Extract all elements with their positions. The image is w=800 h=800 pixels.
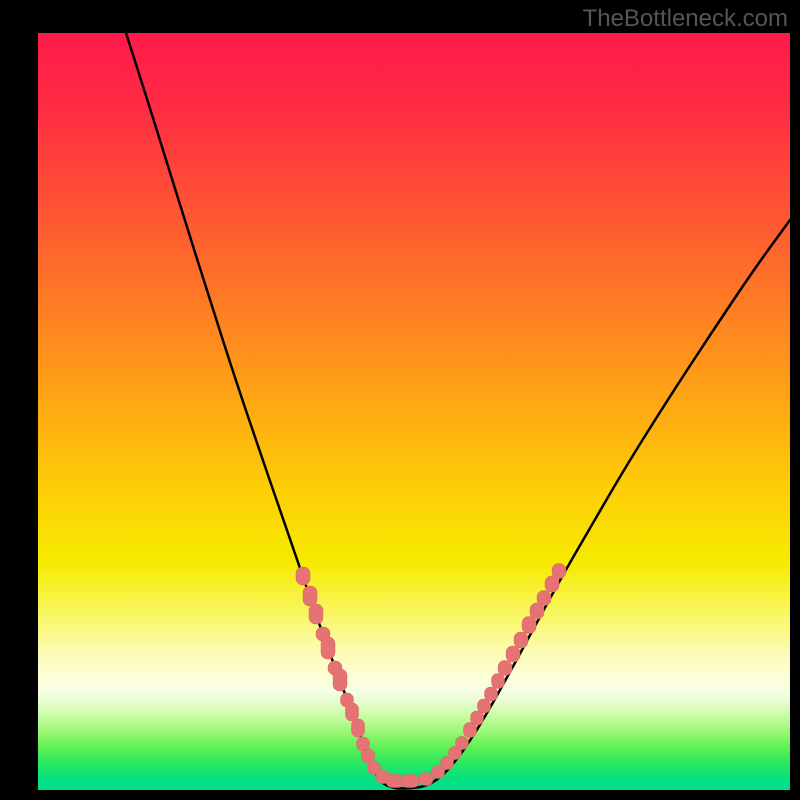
watermark-text: TheBottleneck.com	[583, 5, 788, 33]
gradient-background	[38, 33, 790, 790]
chart-container: TheBottleneck.com	[0, 0, 800, 800]
